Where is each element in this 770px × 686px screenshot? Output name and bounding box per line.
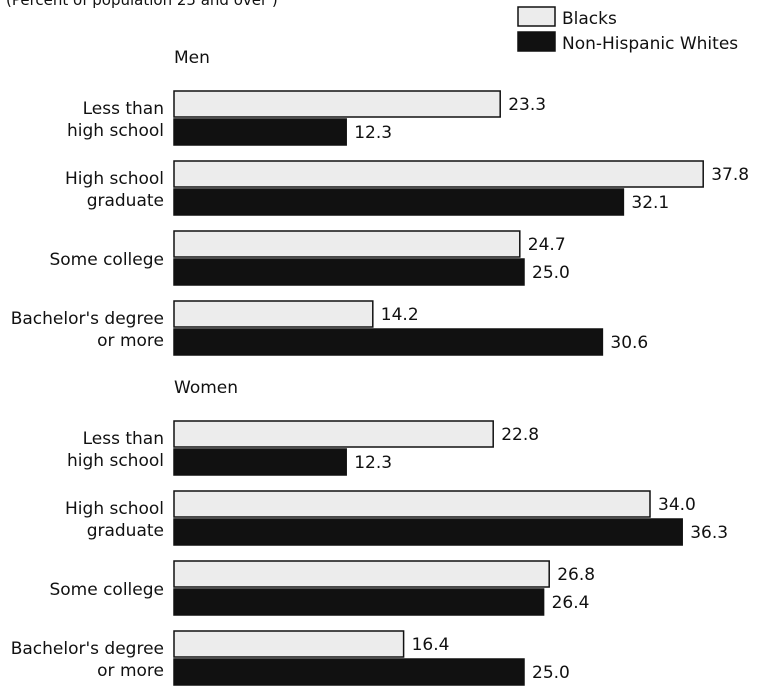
legend-swatch-blacks [517, 6, 556, 27]
bar-women-blacks-high-school-graduate [173, 490, 651, 518]
category-label-some-college: Some college [49, 250, 164, 270]
value-label-men-blacks-some-college: 24.7 [528, 235, 566, 255]
legend-label-blacks: Blacks [562, 9, 617, 29]
category-label-less-than-high-school: high school [67, 121, 164, 141]
bar-men-non-hispanic-whites-some-college [173, 258, 525, 286]
value-label-women-non-hispanic-whites-less-than-high-school: 12.3 [354, 453, 392, 473]
chart-subtitle: (Percent of population 25 and over ) [6, 0, 278, 9]
panel-title: Women [174, 378, 238, 398]
value-label-women-blacks-less-than-high-school: 22.8 [501, 425, 539, 445]
bar-men-non-hispanic-whites-less-than-high-school [173, 118, 347, 146]
bar-men-blacks-bachelor-s-degree-or-more [173, 300, 374, 328]
legend: Blacks Non-Hispanic Whites [517, 6, 738, 54]
bar-men-non-hispanic-whites-bachelor-s-degree-or-more [173, 328, 604, 356]
bar-women-blacks-less-than-high-school [173, 420, 494, 448]
bar-men-non-hispanic-whites-high-school-graduate [173, 188, 625, 216]
category-label-less-than-high-school: Less than [83, 99, 164, 119]
category-label-bachelor-s-degree-or-more: or more [97, 661, 164, 681]
category-label-less-than-high-school: high school [67, 451, 164, 471]
category-label-some-college: Some college [49, 580, 164, 600]
value-label-men-non-hispanic-whites-less-than-high-school: 12.3 [354, 123, 392, 143]
value-label-women-blacks-some-college: 26.8 [557, 565, 595, 585]
category-label-bachelor-s-degree-or-more: or more [97, 331, 164, 351]
category-label-high-school-graduate: graduate [87, 191, 164, 211]
value-label-men-non-hispanic-whites-high-school-graduate: 32.1 [631, 193, 669, 213]
category-label-bachelor-s-degree-or-more: Bachelor's degree [11, 639, 164, 659]
bar-women-non-hispanic-whites-some-college [173, 588, 545, 616]
panel-title: Men [174, 48, 210, 68]
bar-men-blacks-less-than-high-school [173, 90, 501, 118]
bar-women-non-hispanic-whites-bachelor-s-degree-or-more [173, 658, 525, 686]
value-label-women-blacks-bachelor-s-degree-or-more: 16.4 [412, 635, 450, 655]
value-label-men-blacks-less-than-high-school: 23.3 [508, 95, 546, 115]
value-label-men-blacks-bachelor-s-degree-or-more: 14.2 [381, 305, 419, 325]
value-label-women-non-hispanic-whites-high-school-graduate: 36.3 [690, 523, 728, 543]
value-label-women-non-hispanic-whites-bachelor-s-degree-or-more: 25.0 [532, 663, 570, 683]
category-label-high-school-graduate: High school [65, 499, 164, 519]
value-label-men-non-hispanic-whites-bachelor-s-degree-or-more: 30.6 [610, 333, 648, 353]
category-label-high-school-graduate: High school [65, 169, 164, 189]
legend-label-non-hispanic-whites: Non-Hispanic Whites [562, 34, 738, 54]
value-label-men-blacks-high-school-graduate: 37.8 [711, 165, 749, 185]
value-label-men-non-hispanic-whites-some-college: 25.0 [532, 263, 570, 283]
legend-swatch-non-hispanic-whites [517, 31, 556, 52]
bar-women-blacks-some-college [173, 560, 550, 588]
category-label-high-school-graduate: graduate [87, 521, 164, 541]
bar-women-non-hispanic-whites-high-school-graduate [173, 518, 683, 546]
value-label-women-blacks-high-school-graduate: 34.0 [658, 495, 696, 515]
bar-men-blacks-high-school-graduate [173, 160, 704, 188]
value-label-women-non-hispanic-whites-some-college: 26.4 [552, 593, 590, 613]
bar-men-blacks-some-college [173, 230, 521, 258]
bar-women-non-hispanic-whites-less-than-high-school [173, 448, 347, 476]
category-label-bachelor-s-degree-or-more: Bachelor's degree [11, 309, 164, 329]
category-label-less-than-high-school: Less than [83, 429, 164, 449]
bar-women-blacks-bachelor-s-degree-or-more [173, 630, 405, 658]
